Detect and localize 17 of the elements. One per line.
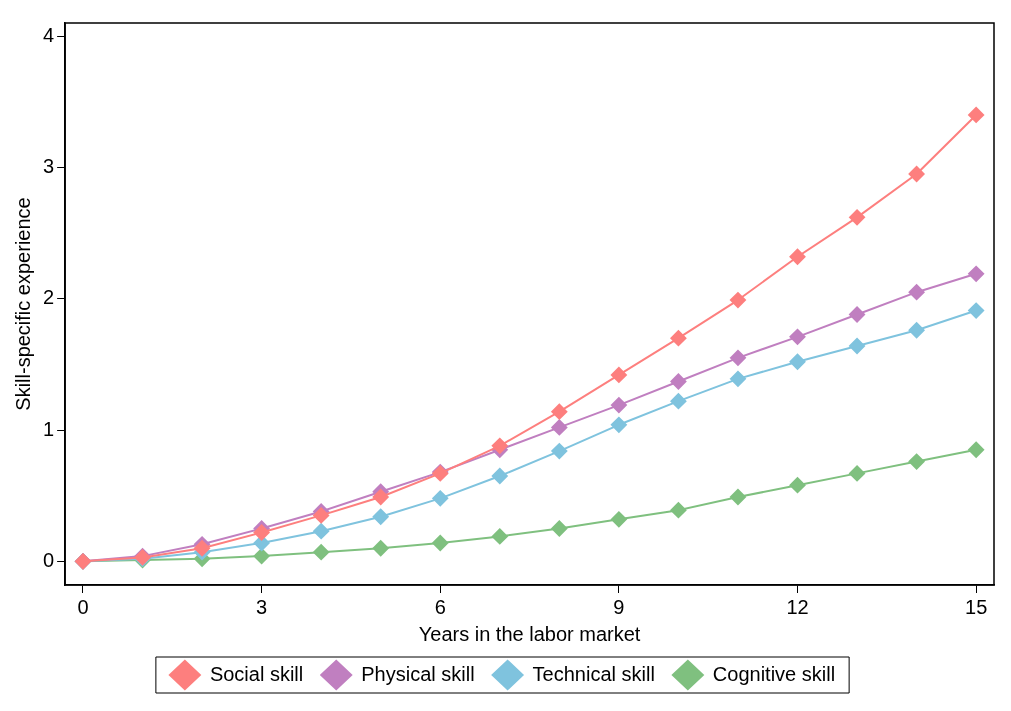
legend-label: Technical skill [532,662,655,685]
legend-label: Cognitive skill [712,662,836,685]
y-tick-label: 2 [43,286,55,309]
x-tick-label: 15 [965,595,988,618]
y-tick-label: 4 [43,23,55,46]
y-axis-title: Skill-specific experience [11,197,34,411]
x-tick-label: 6 [434,595,446,618]
x-tick-label: 3 [256,595,268,618]
x-tick-label: 9 [613,595,625,618]
legend-label: Social skill [209,662,304,685]
y-tick-label: 1 [43,417,55,440]
x-axis-title: Years in the labor market [418,622,641,645]
y-tick-label: 0 [43,548,55,571]
x-tick-label: 0 [77,595,89,618]
legend-label: Physical skill [361,662,475,685]
y-tick-label: 3 [43,154,55,177]
x-tick-label: 12 [786,595,809,618]
